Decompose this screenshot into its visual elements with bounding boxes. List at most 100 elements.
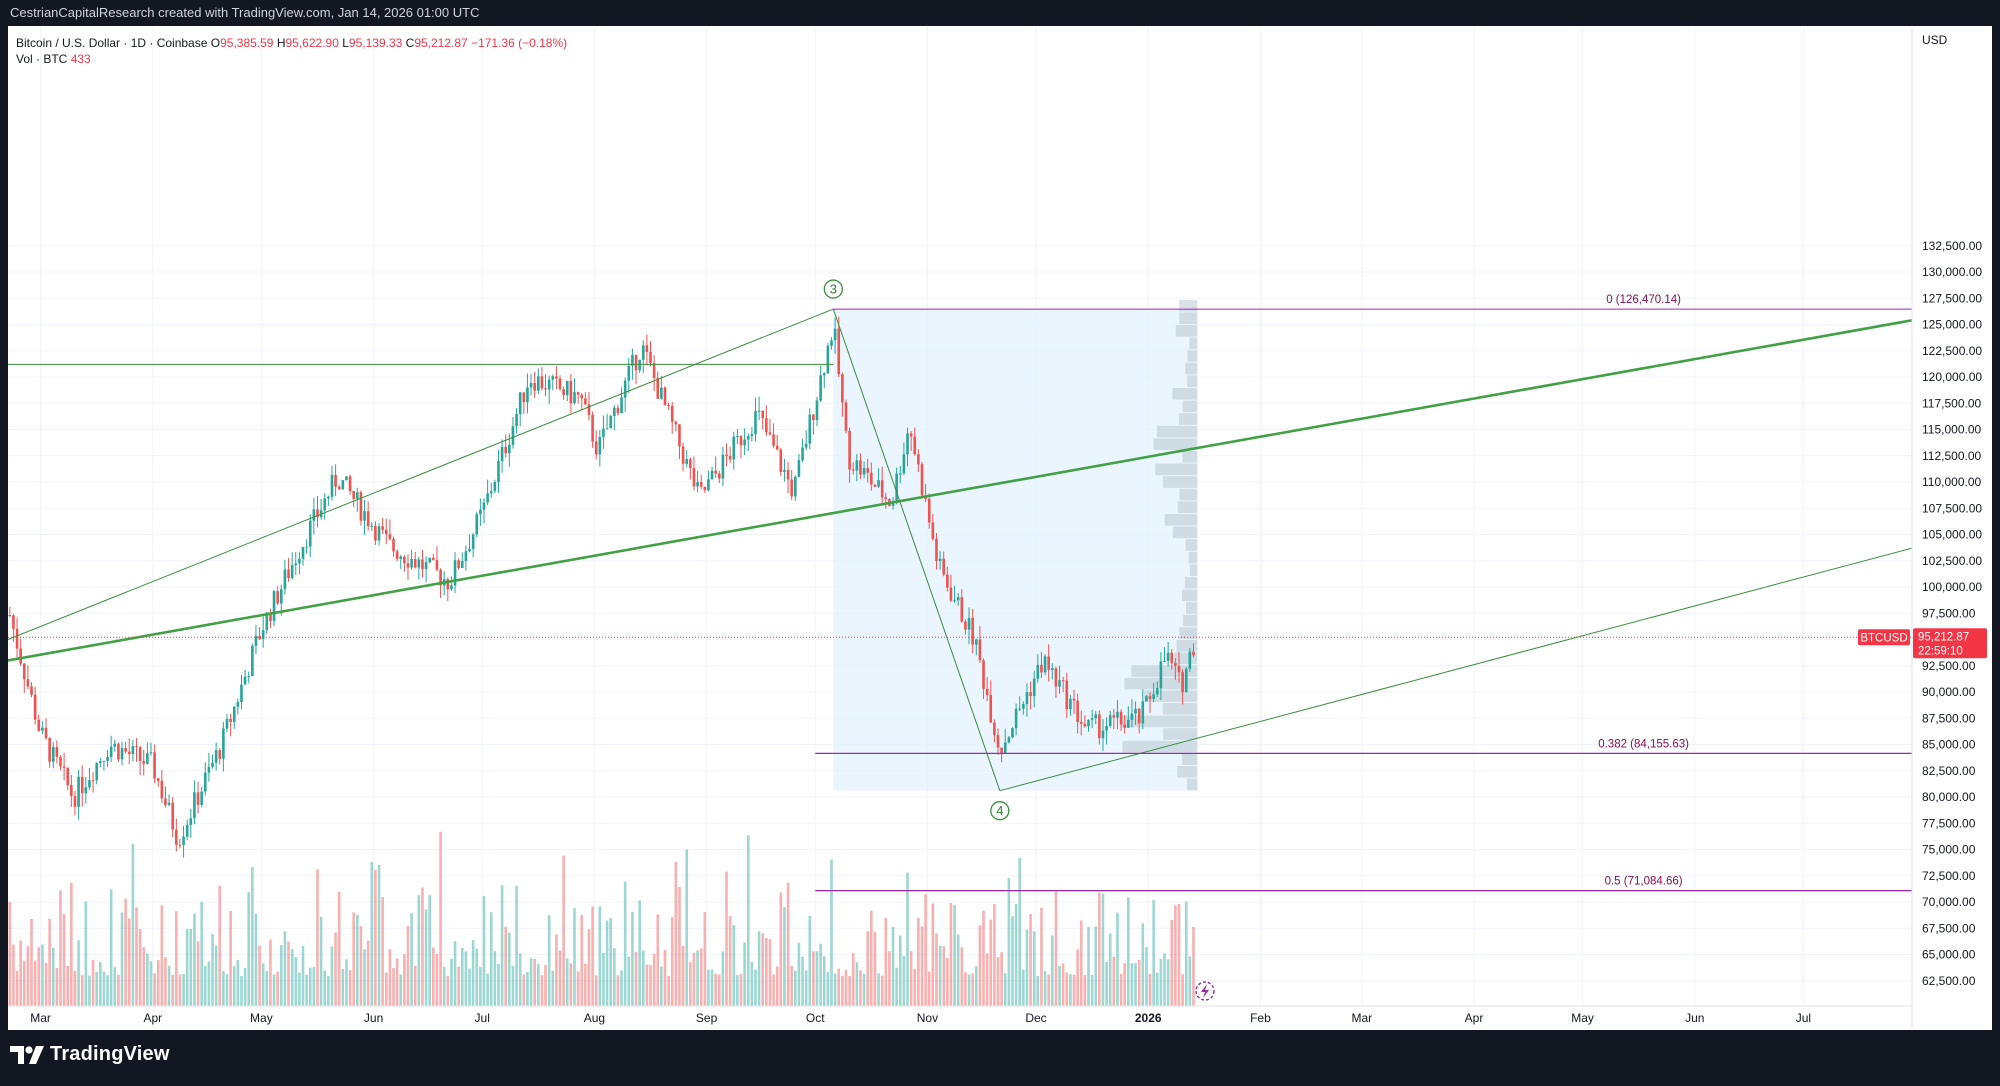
candle-body: [84, 787, 88, 794]
price-tick-label: 102,500.00: [1922, 554, 1982, 568]
candle-body: [196, 792, 200, 805]
volume-bar: [265, 970, 269, 1006]
candle-body: [880, 480, 884, 498]
volume-bar: [283, 931, 287, 1006]
candle-body: [323, 498, 327, 511]
candle-body: [160, 780, 164, 799]
volume-bar: [913, 969, 917, 1006]
candle-body: [1123, 724, 1126, 728]
wave-4-marker[interactable]: [990, 801, 1010, 821]
candle-body: [544, 388, 547, 390]
candle-body: [949, 587, 953, 601]
candle-body: [801, 447, 804, 461]
candle-body: [1159, 661, 1163, 689]
volume-bar: [822, 956, 826, 1006]
candle-body: [913, 436, 917, 455]
candle-body: [99, 761, 102, 764]
volume-bar: [182, 973, 185, 1006]
volume-bar: [1079, 920, 1083, 1006]
volume-profile-row: [1131, 665, 1198, 677]
chart-canvas[interactable]: 3 4 0 (126,470.14) 0.382 (84,155.63) 0.5…: [8, 26, 1992, 1030]
candle-body: [428, 557, 432, 563]
candle-body: [522, 392, 526, 403]
time-tick-label: Jul: [1796, 1011, 1811, 1025]
candle-body: [562, 389, 565, 396]
candle-body: [417, 559, 421, 568]
last-price-tag[interactable]: BTCUSD 95,212.87 22:59:10: [1858, 628, 1987, 659]
candle-body: [696, 482, 699, 487]
volume-bar: [786, 882, 790, 1006]
candle-body: [573, 392, 576, 404]
volume-bar: [794, 970, 797, 1006]
volume-bar: [312, 967, 316, 1006]
price-tick-label: 132,500.00: [1922, 239, 1982, 253]
candle-body: [178, 844, 182, 846]
volume-bar: [837, 968, 841, 1006]
candle-body: [439, 570, 442, 586]
volume-bar: [924, 894, 927, 1006]
volume-bar: [475, 948, 479, 1006]
volume-bar: [739, 974, 743, 1006]
candle-body: [1130, 713, 1134, 720]
volume-bar: [627, 956, 631, 1006]
candle-body: [258, 635, 261, 640]
time-tick-label: 2026: [1135, 1011, 1162, 1025]
volume-bar: [218, 885, 222, 1006]
volume-bar: [580, 914, 584, 1006]
symbol-tag: BTCUSD: [1860, 632, 1907, 644]
drawings-layer[interactable]: [8, 308, 1912, 892]
time-axis[interactable]: Mar Apr May Jun Jul Aug Sep Oct Nov Dec 2026 Feb Mar…: [8, 1005, 1912, 1025]
tradingview-logo[interactable]: TradingView: [10, 1043, 170, 1066]
volume-bar: [66, 966, 70, 1006]
volume-bar: [562, 855, 565, 1006]
volume-bar: [334, 932, 337, 1006]
volume-profile-row: [1156, 425, 1198, 438]
volume-bar: [895, 967, 898, 1006]
volume-bar: [305, 974, 308, 1006]
candle-body: [142, 760, 146, 764]
candle-body: [345, 476, 348, 481]
candle-body: [508, 444, 511, 454]
time-tick-label: Feb: [1250, 1011, 1271, 1025]
replay-icon[interactable]: [1195, 981, 1215, 1001]
candle-body: [95, 763, 98, 781]
candle-body: [403, 556, 406, 564]
candle-body: [316, 509, 319, 518]
volume-bar: [660, 966, 663, 1006]
volume-bar: [699, 948, 703, 1006]
candle-body: [1145, 696, 1148, 702]
volume-profile-row: [1122, 740, 1198, 753]
volume-bar: [1123, 963, 1126, 1006]
volume-bar: [656, 914, 660, 1006]
candle-body: [783, 469, 786, 472]
volume-bar: [243, 967, 247, 1006]
volume-profile-row: [1179, 312, 1198, 324]
candle-body: [421, 559, 424, 570]
volume-bar: [301, 945, 305, 1006]
candle-body: [203, 772, 207, 792]
volume-profile-row: [1179, 627, 1198, 639]
volume-bar: [99, 961, 102, 1006]
volume-bar: [775, 966, 779, 1006]
volume-bar: [819, 943, 822, 1006]
candle-body: [754, 411, 757, 435]
price-tick-label: 107,500.00: [1922, 501, 1982, 515]
wave-3-marker[interactable]: [823, 279, 843, 299]
candle-body: [841, 374, 844, 403]
volume-bar: [511, 966, 515, 1006]
volume-bar: [591, 906, 594, 1006]
volume-bar: [880, 975, 884, 1006]
price-axis[interactable]: USD 132,500.00 130,000.00 127,500.00 125,00…: [1858, 26, 1987, 1030]
volume-profile-row: [1182, 451, 1198, 463]
price-tick-label: 85,000.00: [1922, 738, 1976, 752]
volume-bar: [761, 933, 765, 1006]
volume-bar: [319, 916, 323, 1006]
volume-bar: [1036, 975, 1040, 1006]
candle-body: [232, 706, 236, 722]
volume-bar: [19, 940, 22, 1006]
candle-body: [906, 433, 909, 455]
volume-profile-row: [1186, 602, 1198, 614]
candle-body: [1108, 715, 1112, 727]
candle-body: [26, 679, 30, 687]
volume-bar: [1094, 926, 1098, 1006]
